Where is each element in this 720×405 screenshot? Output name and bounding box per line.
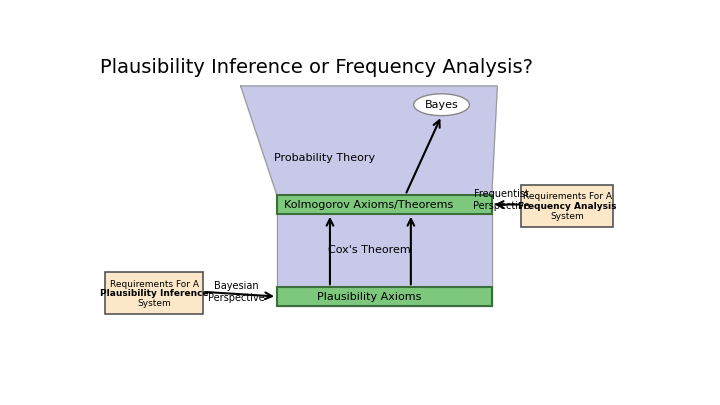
Text: Plausibility Inference: Plausibility Inference <box>100 289 209 298</box>
Text: Probability Theory: Probability Theory <box>274 153 375 163</box>
Text: Kolmogorov Axioms/Theorems: Kolmogorov Axioms/Theorems <box>284 200 454 209</box>
Text: System: System <box>138 299 171 308</box>
Text: Frequency Analysis: Frequency Analysis <box>518 202 616 211</box>
Bar <box>277 195 492 214</box>
Text: Bayesian
Perspective: Bayesian Perspective <box>208 281 264 303</box>
Bar <box>105 272 203 314</box>
Bar <box>521 185 613 227</box>
Text: Plausibility Inference or Frequency Analysis?: Plausibility Inference or Frequency Anal… <box>100 58 533 77</box>
Text: Bayes: Bayes <box>425 100 459 110</box>
Ellipse shape <box>414 94 469 116</box>
Text: Cox's Theorem: Cox's Theorem <box>328 245 410 255</box>
Text: Frequentist
Perspective: Frequentist Perspective <box>474 189 530 211</box>
Text: Plausibility Axioms: Plausibility Axioms <box>317 292 421 301</box>
Text: Requirements For A: Requirements For A <box>109 279 199 289</box>
Polygon shape <box>240 86 498 195</box>
Text: System: System <box>550 212 584 221</box>
Text: Requirements For A: Requirements For A <box>523 192 611 201</box>
Bar <box>277 287 492 306</box>
Polygon shape <box>277 195 492 306</box>
